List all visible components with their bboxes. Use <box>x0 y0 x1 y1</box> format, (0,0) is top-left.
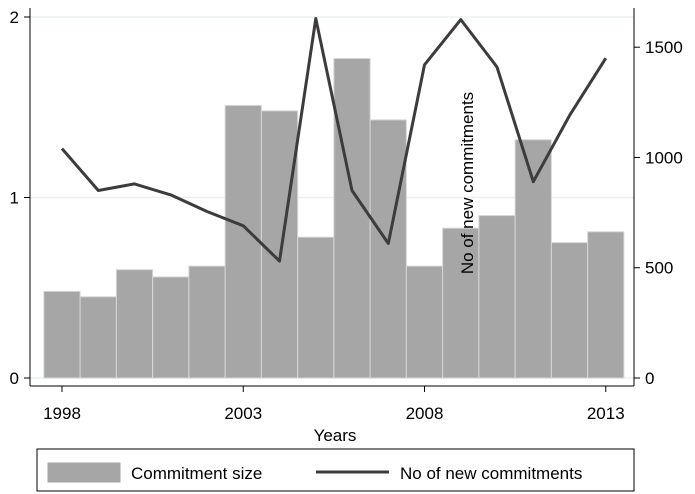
bar-2013 <box>587 231 625 379</box>
bar-2002 <box>188 265 226 379</box>
bar-2000 <box>115 269 154 379</box>
bar-2009 <box>442 227 480 379</box>
bar-2008 <box>405 265 444 379</box>
x-tick-label-3: 2013 <box>587 404 625 423</box>
bar-2006 <box>333 58 371 379</box>
bar-2012 <box>550 242 589 379</box>
bar-2007 <box>369 119 407 379</box>
bar-2005 <box>297 236 335 379</box>
bar-2011 <box>514 139 552 379</box>
legend-label-new-commitments: No of new commitments <box>400 464 582 483</box>
right-tick-label-1: 500 <box>645 259 673 278</box>
line-new-commitments <box>60 17 608 263</box>
right-tick-label-0: 0 <box>645 369 654 388</box>
bar-2010 <box>478 215 516 379</box>
left-tick-label-0: 0 <box>10 369 19 388</box>
bar-2001 <box>152 276 190 379</box>
bar-2003 <box>224 104 262 379</box>
bar-series <box>43 58 625 379</box>
x-tick-label-2: 2008 <box>406 404 444 423</box>
x-tick-label-0: 1998 <box>43 404 81 423</box>
right-tick-label-3: 1500 <box>645 38 683 57</box>
x-tick-label-1: 2003 <box>224 404 262 423</box>
legend-box <box>36 448 635 492</box>
bar-1999 <box>79 296 117 379</box>
left-tick-label-1: 1 <box>10 189 19 208</box>
left-tick-label-2: 2 <box>10 8 19 27</box>
legend: Commitment size No of new commitments <box>36 448 635 492</box>
x-axis-title: Years <box>314 426 357 445</box>
bar-1998 <box>43 290 81 379</box>
right-tick-label-2: 1000 <box>645 148 683 167</box>
legend-swatch-commitment-size <box>47 462 121 483</box>
bar-2004 <box>260 110 299 379</box>
axes: 0 1 2 0 500 1000 1500 1998 2003 2008 2013 <box>10 8 683 423</box>
line-series <box>60 17 608 263</box>
right-axis-title: No of new commitments <box>458 92 477 274</box>
legend-label-commitment-size: Commitment size <box>131 464 262 483</box>
